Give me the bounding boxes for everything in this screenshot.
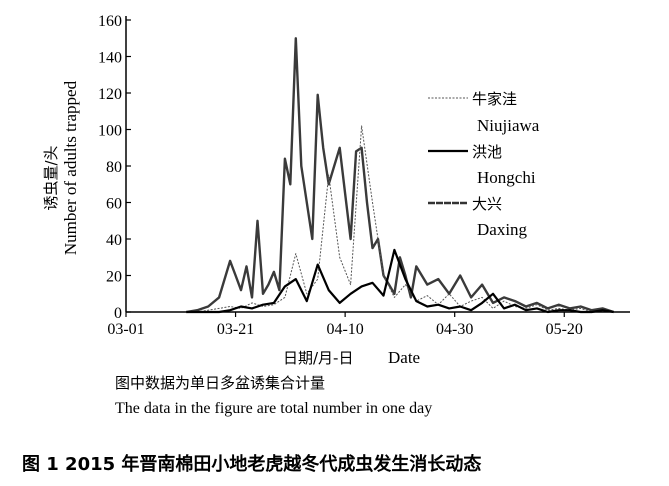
y-axis-label-cn: 诱虫量/头	[42, 145, 60, 210]
legend-label-niujiawa-en: Niujiawa	[477, 116, 540, 135]
series-line-niujiawa	[186, 125, 614, 313]
y-tick-label: 40	[106, 232, 122, 249]
note-en: The data in the figure are total number …	[115, 400, 432, 417]
y-tick-label: 100	[98, 123, 122, 140]
x-tick-label: 04-10	[326, 321, 363, 338]
x-tick-label: 05-20	[546, 321, 583, 338]
y-axis-label-en: Number of adults trapped	[61, 80, 80, 255]
x-axis-label-cn: 日期/月-日	[283, 349, 353, 367]
y-tick-label: 60	[106, 196, 122, 213]
y-tick-label: 20	[106, 269, 122, 286]
legend-label-niujiawa-cn: 牛家洼	[472, 90, 517, 108]
legend-label-daxing-en: Daxing	[477, 220, 528, 239]
y-tick-label: 140	[98, 50, 122, 67]
legend-label-hongchi-cn: 洪池	[472, 143, 502, 161]
y-axis-ticks: 0 20 40 60 80 100 120 140 160	[98, 13, 131, 322]
figure-caption: 图 1 2015 年晋南棉田小地老虎越冬代成虫发生消长动态	[22, 453, 481, 475]
legend-label-hongchi-en: Hongchi	[477, 168, 536, 187]
x-axis-ticks: 03-01 03-21 04-10 04-30 05-20	[107, 312, 583, 338]
series-line-daxing	[186, 37, 614, 314]
series-line-hongchi	[186, 248, 614, 314]
y-tick-label: 80	[106, 159, 122, 176]
legend: 牛家洼 Niujiawa 洪池 Hongchi 大兴 Daxing	[428, 90, 540, 239]
x-axis-label-en: Date	[388, 348, 420, 367]
data-series	[186, 37, 614, 314]
legend-label-daxing-cn: 大兴	[472, 195, 502, 213]
y-tick-label: 120	[98, 86, 122, 103]
plot-area: 0 20 40 60 80 100 120 140 160 03-01 03-21 04-10 04-…	[98, 13, 630, 338]
y-tick-label: 160	[98, 13, 122, 30]
x-tick-label: 04-30	[436, 321, 473, 338]
note-cn: 图中数据为单日多盆诱集合计量	[115, 374, 325, 392]
x-tick-label: 03-01	[107, 321, 144, 338]
y-tick-label: 0	[114, 305, 122, 322]
x-tick-label: 03-21	[217, 321, 254, 338]
